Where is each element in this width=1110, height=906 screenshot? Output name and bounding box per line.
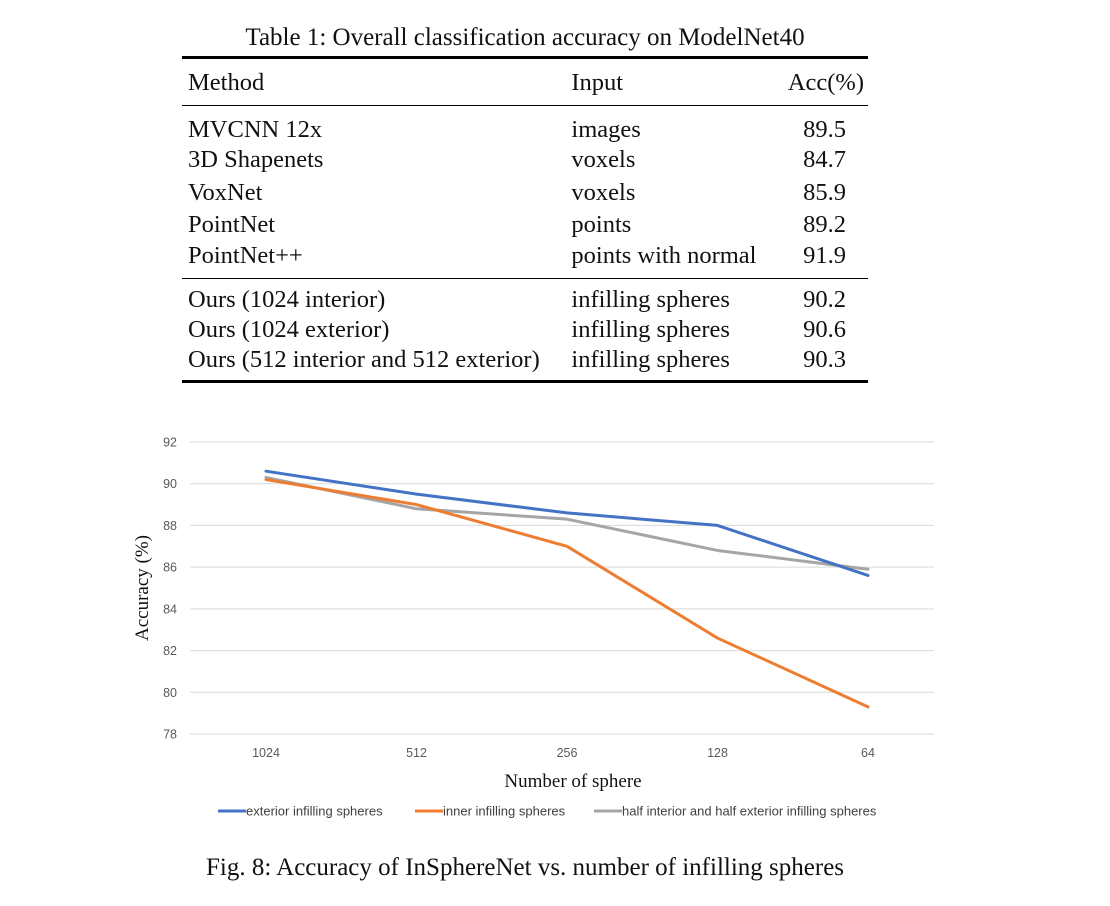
input-cell: points with normal	[571, 241, 757, 269]
accuracy-cell: 91.9	[803, 241, 846, 269]
method-cell: Ours (1024 interior)	[188, 285, 386, 313]
ours-rows: Ours (1024 interior) infilling spheres 9…	[182, 278, 868, 382]
input-cell: infilling spheres	[571, 346, 730, 373]
method-cell: PointNet	[188, 211, 276, 239]
method-cell: Ours (1024 exterior)	[188, 315, 390, 343]
method-cell: PointNet++	[188, 241, 303, 269]
accuracy-cell: 89.5	[803, 116, 846, 143]
header-accuracy: Acc(%)	[787, 69, 864, 96]
x-tick-label: 1024	[252, 746, 280, 760]
y-tick-label: 86	[163, 561, 177, 575]
accuracy-cell: 89.2	[803, 211, 846, 239]
table-row: VoxNet voxels 85.9	[182, 177, 868, 210]
header-method: Method	[188, 69, 265, 96]
results-table: Method Input Acc(%) MVCNN 12x images 89.…	[182, 56, 868, 383]
baseline-rows: MVCNN 12x images 89.5 3D Shapenets voxel…	[182, 106, 868, 279]
y-tick-label: 78	[163, 728, 177, 742]
method-cell: VoxNet	[188, 178, 263, 206]
accuracy-cell: 90.3	[803, 346, 846, 373]
table-row: PointNet++ points with normal 91.9	[182, 242, 868, 279]
x-axis-label: Number of sphere	[504, 771, 641, 792]
legend-label: exterior infilling spheres	[246, 804, 383, 819]
table-row: Ours (1024 exterior) infilling spheres 9…	[182, 314, 868, 347]
input-cell: infilling spheres	[571, 315, 730, 343]
chart-series	[264, 469, 870, 709]
legend-label: inner infilling spheres	[443, 804, 566, 819]
method-cell: Ours (512 interior and 512 exterior)	[188, 346, 540, 373]
x-axis-ticks: 1024 512 256 128 64	[252, 746, 875, 760]
chart-gridlines	[190, 441, 934, 735]
y-tick-label: 84	[163, 602, 177, 616]
accuracy-cell: 84.7	[803, 146, 846, 174]
table-caption: Table 1: Overall classification accuracy…	[245, 24, 805, 51]
table-header-row: Method Input Acc(%)	[182, 57, 868, 106]
x-tick-label: 512	[406, 746, 427, 760]
table-row: Ours (1024 interior) infilling spheres 9…	[182, 278, 868, 314]
y-axis-ticks: 78 80 82 84 86 88 90 92	[163, 436, 177, 742]
y-tick-label: 90	[163, 477, 177, 491]
accuracy-line-chart: 78 80 82 84 86 88 90 92 1024 512 256 128 64 Accurac…	[132, 436, 934, 819]
accuracy-cell: 90.2	[803, 285, 846, 313]
method-cell: 3D Shapenets	[188, 146, 324, 174]
y-tick-label: 88	[163, 519, 177, 533]
chart-legend: exterior infilling spheres inner infillin…	[218, 804, 877, 819]
legend-label: half interior and half exterior infillin…	[622, 804, 877, 819]
table-row: MVCNN 12x images 89.5	[182, 106, 868, 145]
header-input: Input	[571, 69, 624, 96]
x-tick-label: 64	[861, 746, 875, 760]
input-cell: voxels	[571, 146, 636, 174]
series-line-2	[264, 475, 870, 571]
x-tick-label: 128	[707, 746, 728, 760]
input-cell: points	[571, 211, 632, 239]
input-cell: infilling spheres	[571, 285, 730, 313]
y-axis-label: Accuracy (%)	[132, 535, 153, 641]
input-cell: voxels	[571, 178, 636, 206]
y-tick-label: 80	[163, 686, 177, 700]
table-row: PointNet points 89.2	[182, 209, 868, 242]
y-tick-label: 82	[163, 644, 177, 658]
table-row: Ours (512 interior and 512 exterior) inf…	[182, 346, 868, 382]
accuracy-cell: 85.9	[803, 178, 846, 206]
method-cell: MVCNN 12x	[188, 116, 323, 143]
table-row: 3D Shapenets voxels 84.7	[182, 144, 868, 177]
series-line-0	[264, 469, 870, 577]
y-tick-label: 92	[163, 436, 177, 450]
input-cell: images	[571, 116, 641, 143]
series-line-1	[264, 478, 870, 709]
x-tick-label: 256	[557, 746, 578, 760]
figure-caption: Fig. 8: Accuracy of InSphereNet vs. numb…	[205, 854, 845, 881]
accuracy-cell: 90.6	[803, 315, 846, 343]
